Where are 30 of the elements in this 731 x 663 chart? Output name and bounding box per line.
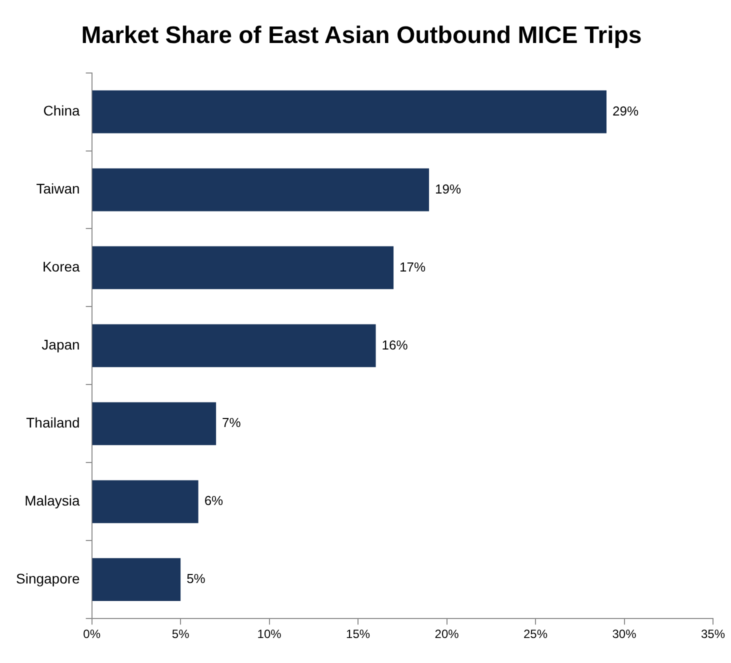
x-tick-label: 20%: [434, 627, 460, 642]
data-label: 6%: [204, 493, 224, 508]
y-tick-label: Singapore: [16, 570, 80, 586]
data-label: 19%: [435, 181, 462, 196]
x-tick-label: 15%: [346, 627, 370, 642]
y-tick-label: Korea: [42, 258, 80, 275]
x-tick-label: 25%: [524, 627, 548, 642]
data-label: 7%: [222, 415, 242, 430]
bar: [92, 402, 216, 446]
bar: [92, 480, 198, 524]
data-label: 16%: [382, 337, 408, 352]
x-tick-label: 30%: [612, 627, 637, 642]
x-tick-label: 35%: [700, 627, 726, 642]
bar: [92, 558, 181, 602]
bar: [92, 246, 394, 290]
y-tick-label: China: [43, 102, 80, 119]
bar: [92, 168, 430, 212]
x-tick-label: 0%: [83, 627, 101, 642]
data-label: 29%: [612, 103, 639, 118]
bar: [92, 324, 376, 368]
y-tick-label: Thailand: [26, 414, 80, 431]
data-label: 17%: [400, 259, 426, 274]
y-tick-label: Malaysia: [24, 492, 80, 508]
y-tick-label: Taiwan: [36, 180, 80, 197]
y-tick-label: Japan: [42, 336, 80, 353]
x-tick-label: 10%: [257, 627, 282, 642]
data-label: 5%: [186, 571, 206, 586]
x-tick-label: 5%: [172, 627, 190, 642]
chart-title: Market Share of East Asian Outbound MICE Trips: [81, 22, 642, 50]
bar: [92, 90, 607, 134]
